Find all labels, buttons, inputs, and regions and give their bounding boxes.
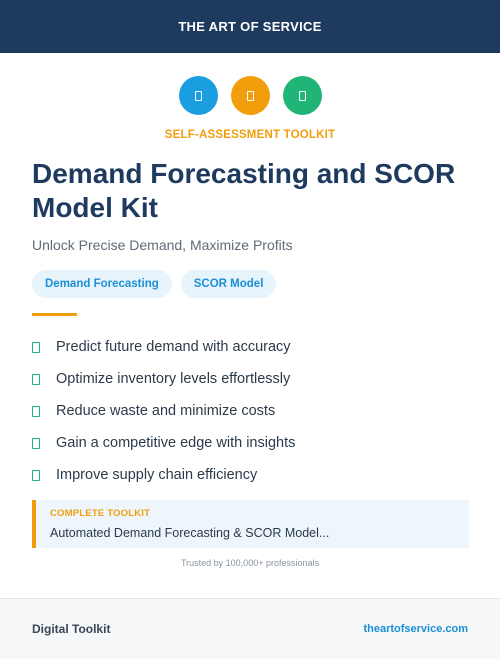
callout-text: Automated Demand Forecasting & SCOR Mode… <box>50 526 330 540</box>
benefit-text: Optimize inventory levels effortlessly <box>56 371 291 387</box>
brand-title: THE ART OF SERVICE <box>178 19 322 34</box>
check-icon <box>32 470 40 481</box>
document-icon <box>246 90 254 101</box>
benefit-text: Improve supply chain efficiency <box>56 467 258 483</box>
tag-scor-model: SCOR Model <box>180 270 277 298</box>
benefit-item: Predict future demand with accuracy <box>32 331 295 363</box>
benefit-item: Improve supply chain efficiency <box>32 459 295 491</box>
benefit-list: Predict future demand with accuracy Opti… <box>32 331 295 491</box>
document-icon <box>194 90 202 101</box>
document-icon <box>298 90 306 101</box>
header-bar: THE ART OF SERVICE <box>0 0 500 53</box>
callout-label: COMPLETE TOOLKIT <box>50 508 151 519</box>
check-icon <box>32 406 40 417</box>
trust-note: Trusted by 100,000+ professionals <box>180 558 319 568</box>
document-icon-green <box>282 76 322 115</box>
tag-demand-forecasting: Demand Forecasting <box>32 270 172 298</box>
footer-bar: Digital Toolkit theartofservice.com <box>0 598 500 659</box>
icon-row <box>0 76 500 115</box>
benefit-text: Gain a competitive edge with insights <box>56 435 296 451</box>
page-subtitle: Unlock Precise Demand, Maximize Profits <box>32 237 293 253</box>
page-title: Demand Forecasting and SCOR Model Kit <box>32 158 456 223</box>
benefit-item: Optimize inventory levels effortlessly <box>32 363 295 395</box>
accent-divider <box>32 313 77 316</box>
tag-list: Demand Forecasting SCOR Model <box>32 270 277 298</box>
benefit-text: Reduce waste and minimize costs <box>56 403 276 419</box>
footer-website-link[interactable]: theartofservice.com <box>363 623 468 635</box>
check-icon <box>32 342 40 353</box>
document-icon-blue <box>178 76 218 115</box>
eyebrow-label: SELF-ASSESSMENT TOOLKIT <box>164 129 336 141</box>
check-icon <box>32 374 40 385</box>
benefit-item: Gain a competitive edge with insights <box>32 427 295 459</box>
document-icon-orange <box>230 76 270 115</box>
benefit-text: Predict future demand with accuracy <box>56 339 291 355</box>
footer-label: Digital Toolkit <box>32 622 111 636</box>
benefit-item: Reduce waste and minimize costs <box>32 395 295 427</box>
check-icon <box>32 438 40 449</box>
toolkit-callout: COMPLETE TOOLKIT Automated Demand Foreca… <box>32 500 469 548</box>
